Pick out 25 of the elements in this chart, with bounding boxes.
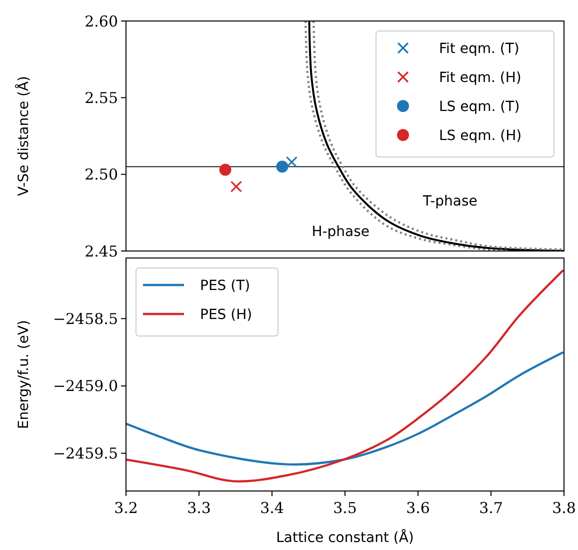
legend-label: PES (H) (200, 306, 252, 323)
y-axis-title: Energy/f.u. (eV) (16, 320, 32, 429)
x-axis-title: Lattice constant (Å) (276, 529, 414, 546)
legend-label: Fit eqm. (T) (439, 40, 520, 57)
y-tick-label: −2459.5 (52, 444, 118, 463)
y-tick-label: 2.45 (84, 242, 118, 260)
x-tick-label: 3.6 (406, 499, 430, 517)
legend-label: LS eqm. (H) (439, 128, 522, 144)
y-tick-label: 2.50 (84, 166, 118, 184)
legend-label: LS eqm. (T) (439, 98, 520, 115)
annotation: H-phase (312, 224, 370, 240)
y-axis-title: V-Se distance (Å) (15, 76, 32, 196)
x-tick-label: 3.5 (333, 499, 357, 517)
y-tick-label: 2.55 (84, 88, 118, 107)
x-tick-label: 3.2 (114, 499, 138, 517)
annotation: T-phase (422, 193, 478, 210)
x-tick-label: 3.8 (552, 499, 576, 517)
x-tick-label: 3.7 (479, 499, 503, 517)
y-tick-label: −2458.5 (52, 310, 118, 328)
legend-label: PES (T) (200, 278, 250, 294)
y-tick-label: 2.60 (84, 12, 118, 30)
x-tick-label: 3.4 (260, 499, 284, 517)
legend-label: Fit eqm. (H) (439, 70, 522, 86)
y-tick-label: −2459.0 (52, 377, 118, 396)
x-tick-label: 3.3 (187, 499, 211, 517)
